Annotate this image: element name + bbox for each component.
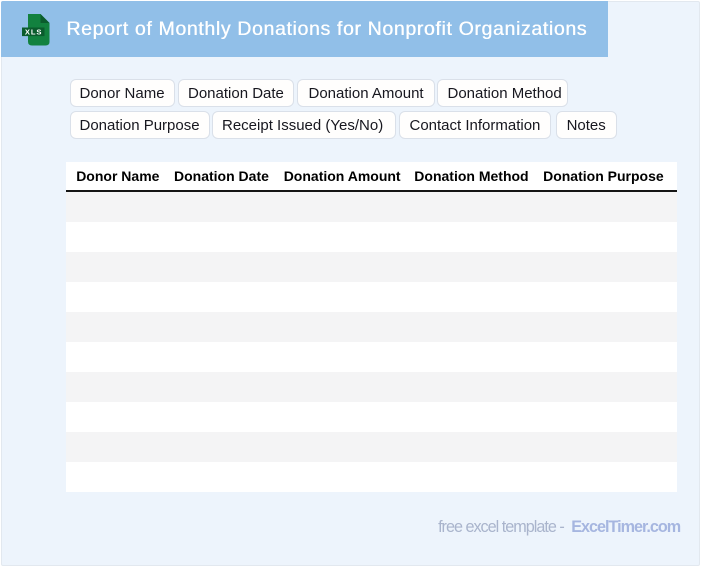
- svg-text:XLS: XLS: [25, 27, 42, 36]
